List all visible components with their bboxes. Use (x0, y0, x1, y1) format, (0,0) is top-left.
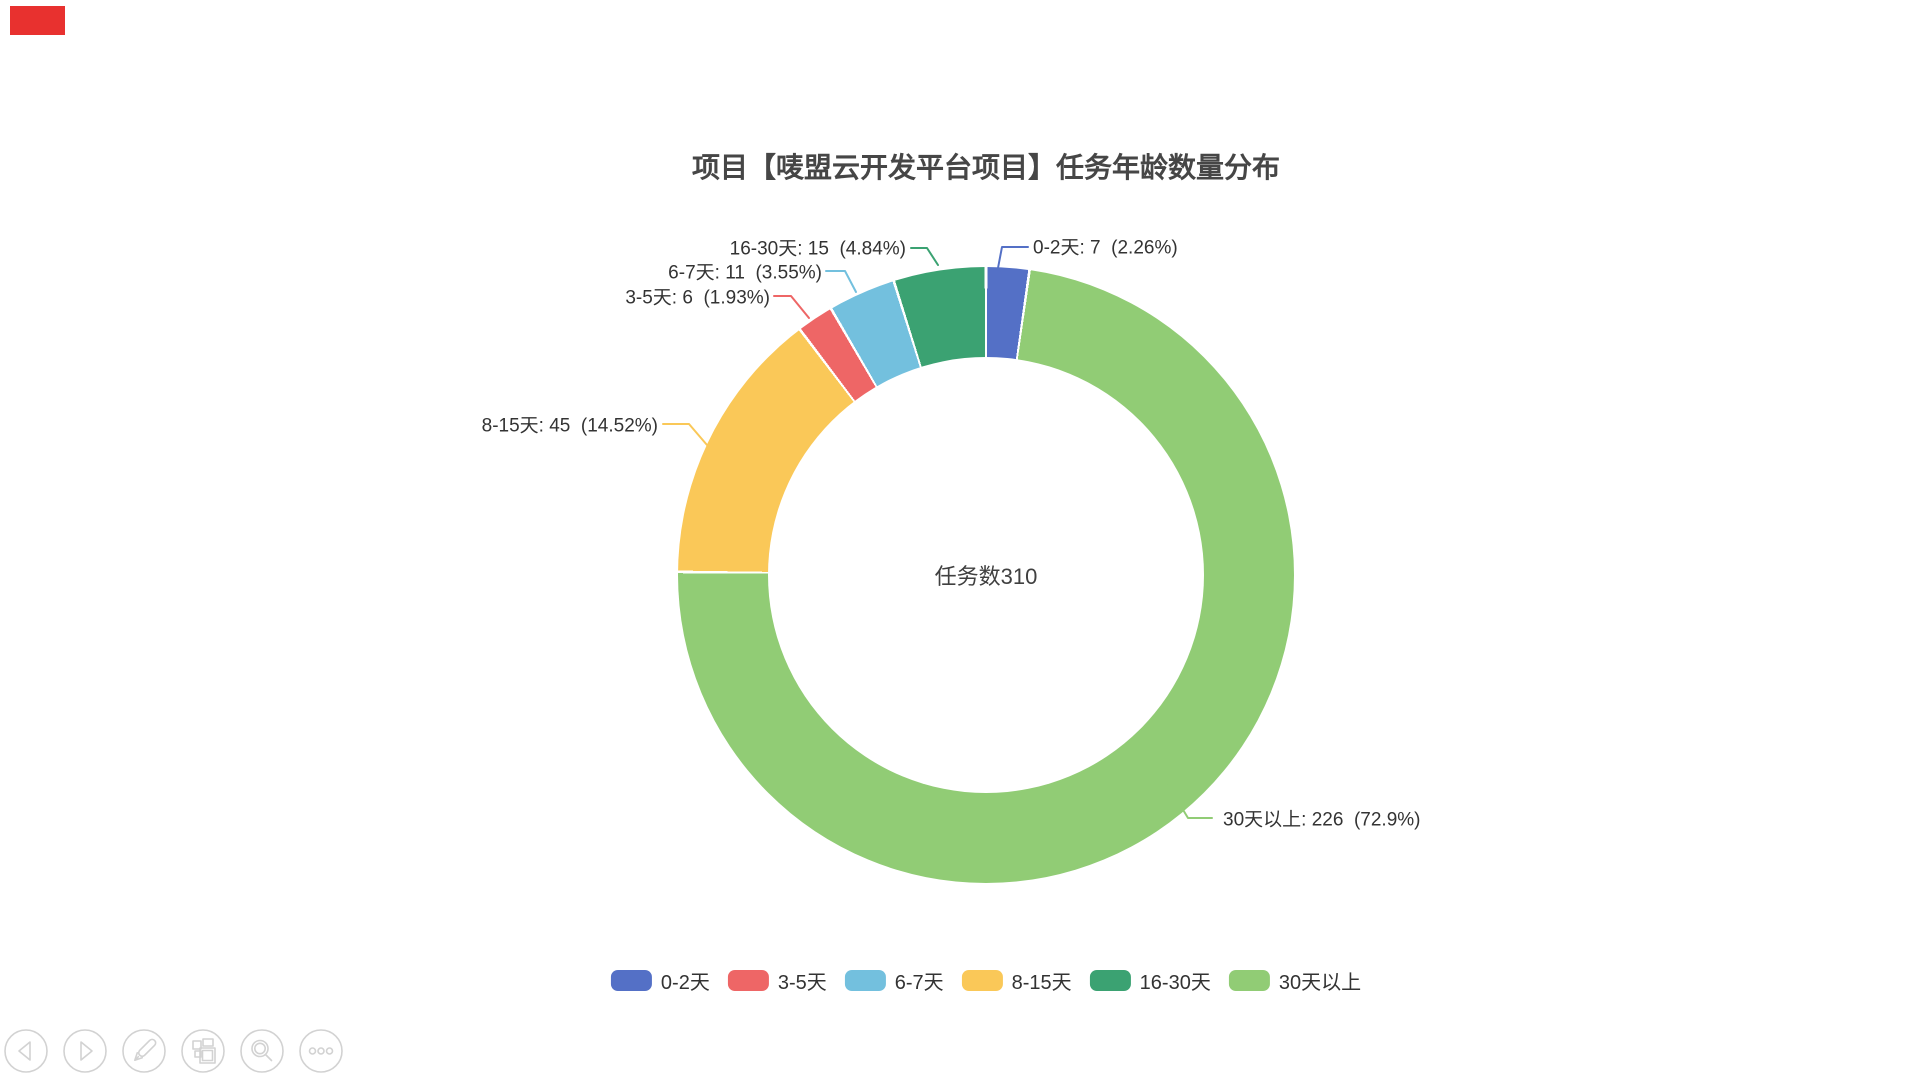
next-arrow-icon (63, 1029, 107, 1073)
chart-legend: 0-2天 3-5天 6-7天 8-15天 16-30天 30天以上 (610, 966, 1362, 995)
legend-item-0-2-days[interactable]: 0-2天 (610, 966, 710, 995)
previous-arrow-icon (4, 1029, 48, 1073)
pen-edit-icon (122, 1029, 166, 1073)
legend-item-16-30-days[interactable]: 16-30天 (1089, 966, 1211, 995)
callout-3-5-days: 3-5天: 6 (1.93%) (625, 287, 770, 309)
legend-swatch-8-15-days (961, 970, 1003, 991)
chart-title: 项目【唛盟云开发平台项目】任务年龄数量分布 (691, 152, 1281, 183)
legend-swatch-6-7-days (844, 970, 886, 991)
leader-3-5-days (773, 295, 810, 319)
more-button[interactable] (299, 1029, 343, 1073)
callout-6-7-days: 6-7天: 11 (3.55%) (668, 262, 822, 284)
legend-item-6-7-days[interactable]: 6-7天 (844, 966, 944, 995)
legend-label: 16-30天 (1139, 972, 1211, 994)
magnifier-icon (240, 1029, 284, 1073)
legend-swatch-0-2-days (610, 970, 652, 991)
legend-item-3-5-days[interactable]: 3-5天 (727, 966, 827, 995)
callout-8-15-days: 8-15天: 45 (14.52%) (481, 415, 658, 437)
nav-previous-button[interactable] (4, 1029, 48, 1073)
legend-label: 3-5天 (777, 972, 827, 994)
legend-swatch-16-30-days (1089, 970, 1131, 991)
callout-0-2-days: 0-2天: 7 (2.26%) (1033, 237, 1178, 259)
bottom-toolbar (4, 1029, 343, 1073)
legend-item-8-15-days[interactable]: 8-15天 (961, 966, 1072, 995)
legend-label: 6-7天 (894, 972, 944, 994)
callout-16-30-days: 16-30天: 15 (4.84%) (729, 238, 906, 260)
legend-label: 0-2天 (660, 972, 710, 994)
more-dots-icon (299, 1029, 343, 1073)
legend-label: 30天以上 (1278, 972, 1362, 994)
donut-chart[interactable]: 任务数310 (678, 267, 1294, 883)
legend-swatch-30plus-days (1228, 970, 1270, 991)
leader-0-2-days (997, 246, 1029, 269)
zoom-button[interactable] (240, 1029, 284, 1073)
copy-layers-icon (181, 1029, 225, 1073)
edit-button[interactable] (122, 1029, 166, 1073)
leader-8-15-days (662, 423, 708, 446)
nav-next-button[interactable] (63, 1029, 107, 1073)
copy-button[interactable] (181, 1029, 225, 1073)
donut-hole: 任务数310 (768, 357, 1204, 793)
legend-swatch-3-5-days (727, 970, 769, 991)
legend-label: 8-15天 (1011, 972, 1072, 994)
leader-16-30-days (910, 247, 939, 266)
donut-center-total: 任务数310 (934, 564, 1038, 589)
leader-6-7-days (825, 270, 857, 293)
legend-item-30plus-days[interactable]: 30天以上 (1228, 966, 1362, 995)
corner-marker (10, 6, 65, 35)
callout-30plus-days: 30天以上: 226 (72.9%) (1223, 809, 1421, 831)
